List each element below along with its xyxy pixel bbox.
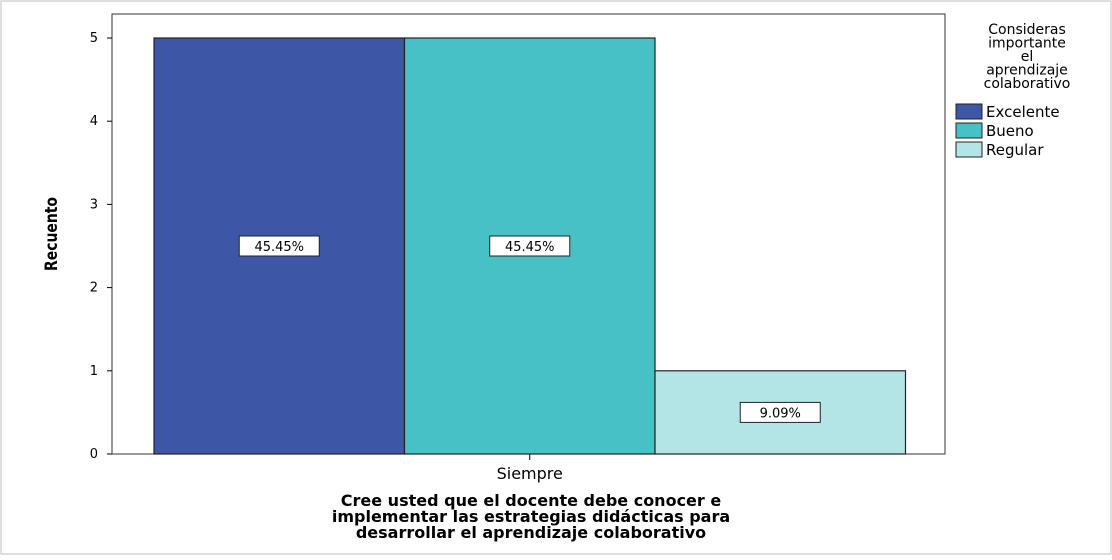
x-axis-title-line: Cree usted que el docente debe conocer e [341,491,722,510]
legend-swatch-regular [955,141,983,158]
legend: Considerasimportanteelaprendizajecolabor… [955,22,1071,159]
data-label-box [489,235,571,257]
x-category-label: Siempre [497,464,563,483]
legend-title-line: colaborativo [984,76,1071,92]
data-label-box [739,401,821,423]
legend-title-line: el [1021,49,1034,65]
legend-item-label: Regular [986,141,1044,159]
legend-title-line: Consideras [988,22,1066,38]
y-tick-label: 0 [90,447,98,462]
legend-swatch-bueno [955,122,983,139]
y-axis-label: Recuento [42,197,62,271]
legend-item-label: Bueno [986,122,1034,140]
y-tick-label: 3 [90,197,98,212]
data-label-box [238,235,320,257]
legend-title-line: aprendizaje [986,63,1068,79]
data-label: 45.45% [254,240,304,255]
y-axis: 0 1 2 3 4 5 [90,31,112,462]
x-axis-title: Cree usted que el docente debe conocer e… [332,491,730,542]
y-tick-label: 1 [90,364,98,379]
legend-item-label: Excelente [986,103,1060,121]
y-tick-label: 2 [90,281,98,296]
y-tick-label: 5 [90,31,98,46]
x-axis: Siempre [497,454,563,483]
data-label: 9.09% [760,406,801,421]
legend-swatch-excelente [955,103,983,120]
x-axis-title-line: desarrollar el aprendizaje colaborativo [356,523,706,542]
y-tick-label: 4 [90,114,98,129]
data-label: 45.45% [505,240,555,255]
data-labels-group: 45.45% 45.45% 9.09% [238,235,821,423]
x-axis-title-line: implementar las estrategias didácticas p… [332,507,730,526]
legend-title-line: importante [988,36,1066,52]
